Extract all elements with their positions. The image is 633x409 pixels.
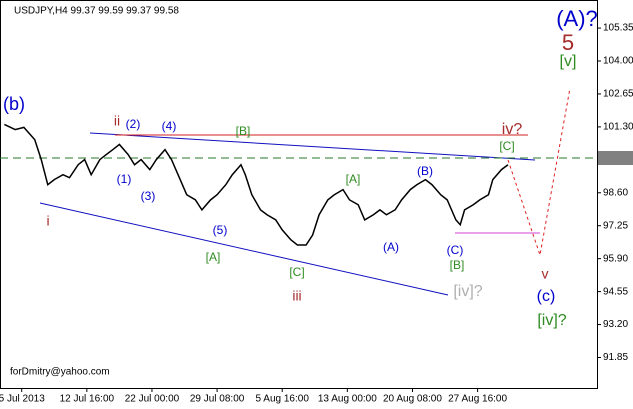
wave-label: (A)? [556, 6, 598, 31]
y-tick-label: 104.00 [603, 56, 633, 67]
upper-trendline [89, 132, 536, 161]
wave-label: [B] [236, 124, 251, 138]
y-tick-label: 91.85 [603, 352, 628, 363]
x-tick-label: 22 Jul 00:00 [125, 394, 180, 405]
x-tick-label: 20 Aug 08:00 [383, 394, 442, 405]
y-tick-label: 102.65 [603, 89, 633, 100]
wave-label: [iv]? [453, 283, 482, 300]
wave-label: iv? [502, 121, 523, 138]
y-tick-label: 93.20 [603, 319, 628, 330]
x-tick-label: 13 Aug 00:00 [318, 394, 377, 405]
wave-label: (2) [126, 117, 141, 131]
y-tick-label: 94.55 [603, 286, 628, 297]
wave-label: 5 [562, 30, 574, 55]
y-tick-label: 105.35 [603, 23, 633, 34]
x-tick-label: 27 Aug 16:00 [448, 394, 507, 405]
watermark: forDmitry@yahoo.com [10, 367, 110, 378]
y-tick-label: 95.90 [603, 253, 628, 264]
wave-label: (C) [447, 243, 464, 257]
wave-label: i [46, 213, 49, 229]
wave-label: [iv]? [537, 312, 566, 329]
x-tick-label: 5 Jul 2013 [0, 394, 45, 405]
wave-label: [v] [560, 53, 577, 70]
wave-label: ii [114, 113, 120, 129]
wave-label: [A] [206, 250, 221, 264]
wave-label: (3) [141, 189, 156, 203]
wave-label: iii [292, 288, 301, 304]
wave-label: (b) [3, 94, 25, 114]
wave-label: (1) [117, 172, 132, 186]
plot-frame [0, 0, 598, 389]
chart-title: USDJPY,H4 99.37 99.59 99.37 99.58 [14, 6, 179, 17]
wave-label: (B) [417, 164, 433, 178]
wave-label: v [542, 266, 549, 282]
wave-label: [B] [450, 258, 465, 272]
wave-label: (5) [213, 223, 228, 237]
x-tick-label: 5 Aug 16:00 [256, 394, 310, 405]
y-tick-label: 98.60 [603, 187, 628, 198]
wave-label: [C] [289, 265, 304, 279]
lower-trendline [39, 202, 449, 296]
price-line-series [4, 123, 509, 246]
wave-label: (c) [537, 288, 556, 305]
wave-label: (4) [162, 119, 177, 133]
x-tick-label: 29 Jul 08:00 [190, 394, 245, 405]
y-tick-label: 101.30 [603, 122, 633, 133]
wave-label: [C] [499, 139, 514, 153]
wave-label: [A] [346, 172, 361, 186]
price-box [598, 151, 633, 165]
y-tick-label: 97.25 [603, 220, 628, 231]
x-tick-label: 12 Jul 16:00 [60, 394, 115, 405]
wave-label: (A) [383, 240, 399, 254]
